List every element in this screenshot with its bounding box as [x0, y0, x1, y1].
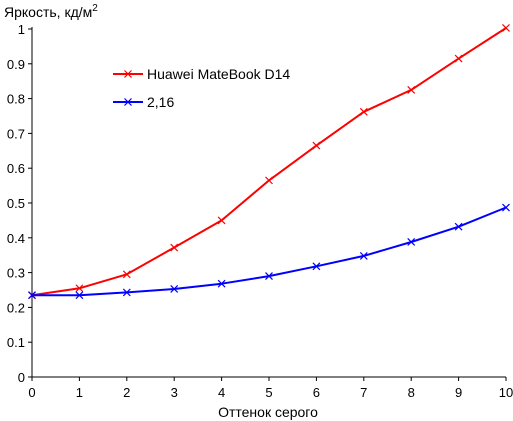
y-tick-label: 0.4 [7, 231, 25, 246]
series-layer [28, 24, 510, 300]
y-tick-label: 1 [18, 22, 25, 37]
x-tick-label: 2 [123, 385, 130, 400]
x-tick-label: 6 [313, 385, 320, 400]
marker-stroke [454, 222, 463, 231]
data-point-marker [312, 262, 321, 271]
data-point-marker [170, 243, 179, 252]
data-point-marker [359, 107, 368, 116]
marker-stroke [359, 107, 368, 116]
x-tick-label: 8 [408, 385, 415, 400]
marker-stroke [122, 270, 131, 279]
data-point-marker [75, 284, 84, 293]
y-tick-label: 0.7 [7, 126, 25, 141]
marker-stroke [265, 272, 273, 281]
legend-marker [124, 98, 132, 106]
marker-stroke [122, 288, 131, 297]
axes: 00.10.20.30.40.50.60.70.80.910 1 2 3 4 5 6 7 8 9 1… [7, 22, 513, 400]
y-tick-label: 0.9 [7, 57, 25, 72]
data-point-marker [407, 238, 416, 246]
marker-stroke [407, 85, 416, 94]
marker-stroke [28, 291, 36, 300]
x-tick-label: 0 [28, 385, 35, 400]
legend-item: Huawei MateBook D14 [113, 66, 290, 82]
data-point-marker [502, 24, 510, 32]
data-point-marker [217, 279, 226, 288]
marker-stroke [75, 291, 84, 300]
marker-stroke [502, 203, 510, 212]
data-point-marker [502, 203, 510, 212]
marker-stroke [312, 262, 321, 271]
y-tick-label: 0.1 [7, 335, 25, 350]
data-point-marker [122, 270, 131, 279]
marker-stroke [170, 243, 179, 252]
y-axis-title: Яркость, кд/м2 [4, 3, 98, 20]
marker-stroke [407, 238, 416, 246]
data-point-marker [265, 272, 273, 281]
data-point-marker [454, 54, 463, 63]
data-point-marker [407, 85, 416, 94]
data-point-marker [75, 291, 84, 300]
marker-stroke [265, 176, 273, 185]
legend: Huawei MateBook D14 2,16 [113, 66, 290, 110]
y-tick-label: 0 [18, 370, 25, 385]
series-2 [28, 203, 510, 300]
x-tick-label: 7 [360, 385, 367, 400]
y-tick-label: 0.8 [7, 92, 25, 107]
x-axis-title: Оттенок серого [218, 404, 318, 420]
marker-stroke [217, 216, 226, 225]
x-tick-label: 5 [265, 385, 272, 400]
x-tick-label: 1 [76, 385, 83, 400]
x-tick-label: 9 [455, 385, 462, 400]
data-point-marker [170, 285, 179, 293]
marker-stroke [217, 279, 226, 288]
marker-stroke [75, 284, 84, 293]
x-tick-label: 4 [218, 385, 225, 400]
data-point-marker [454, 222, 463, 231]
y-tick-label: 0.3 [7, 266, 25, 281]
legend-marker [124, 70, 132, 78]
legend-item: 2,16 [113, 94, 174, 110]
x-tick-label: 10 [499, 385, 513, 400]
data-point-marker [265, 176, 273, 185]
marker-stroke [359, 251, 368, 260]
marker-stroke [170, 285, 179, 293]
data-point-marker [359, 251, 368, 260]
marker-stroke [312, 141, 321, 150]
x-tick-label: 3 [171, 385, 178, 400]
y-axis-title-superscript: 2 [92, 3, 98, 14]
legend-label: 2,16 [147, 94, 174, 110]
marker-stroke [502, 24, 510, 32]
data-point-marker [122, 288, 131, 297]
data-point-marker [217, 216, 226, 225]
data-point-marker [28, 291, 36, 300]
y-axis-title-text: Яркость, кд/м [4, 4, 92, 20]
legend-label: Huawei MateBook D14 [147, 66, 290, 82]
data-point-marker [312, 141, 321, 150]
marker-stroke [454, 54, 463, 63]
y-tick-label: 0.2 [7, 300, 25, 315]
y-tick-label: 0.5 [7, 196, 25, 211]
y-tick-label: 0.6 [7, 161, 25, 176]
